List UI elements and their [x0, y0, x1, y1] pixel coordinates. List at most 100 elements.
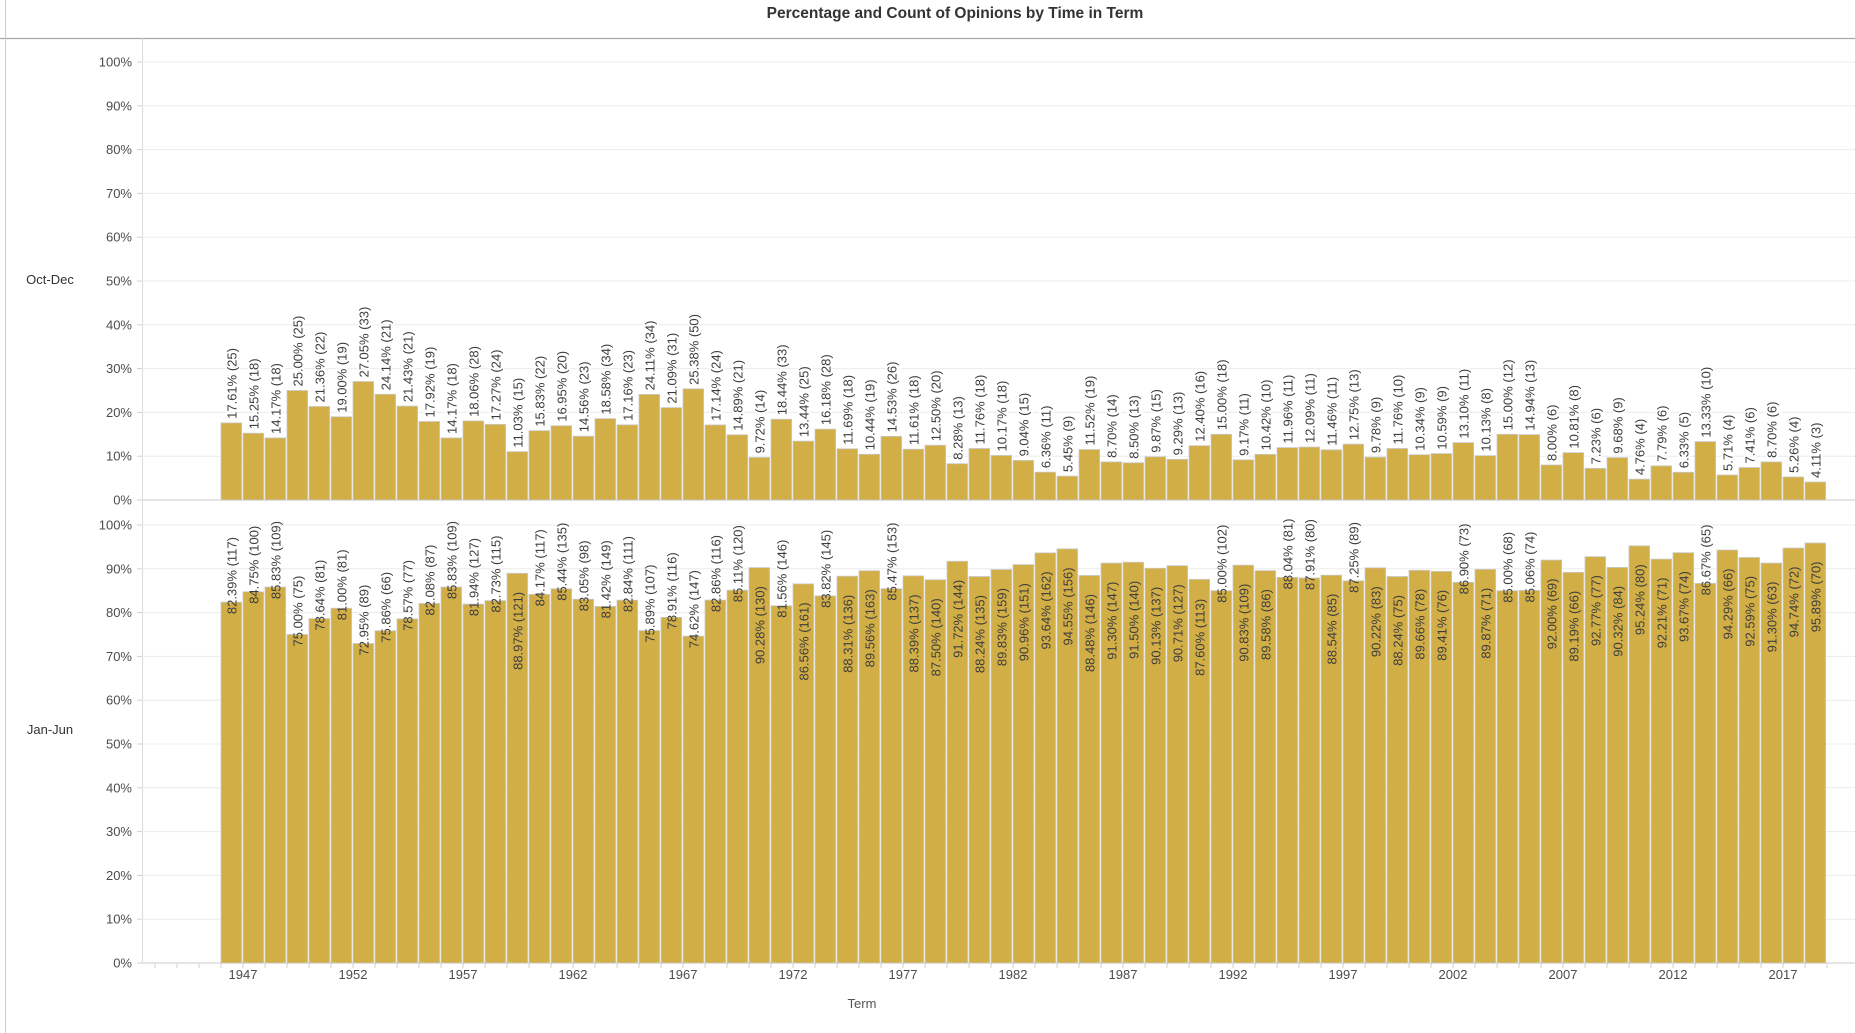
bar[interactable]: [1650, 465, 1673, 501]
bar[interactable]: [1078, 575, 1101, 964]
bar[interactable]: [682, 635, 705, 964]
bar[interactable]: [1276, 576, 1299, 964]
bar[interactable]: [1474, 568, 1497, 964]
bar[interactable]: [682, 388, 705, 501]
bar[interactable]: [946, 560, 969, 964]
bar[interactable]: [1232, 564, 1255, 964]
bar[interactable]: [418, 421, 441, 501]
bar[interactable]: [1254, 570, 1277, 964]
bar[interactable]: [770, 605, 793, 964]
bar[interactable]: [1430, 453, 1453, 501]
bar[interactable]: [1122, 462, 1145, 501]
bar[interactable]: [242, 432, 265, 501]
bar[interactable]: [1804, 481, 1827, 501]
bar[interactable]: [1606, 566, 1629, 964]
bar[interactable]: [726, 434, 749, 501]
bar[interactable]: [1100, 562, 1123, 964]
bar[interactable]: [528, 430, 551, 501]
bar[interactable]: [1408, 569, 1431, 964]
bar[interactable]: [1386, 576, 1409, 964]
bar[interactable]: [330, 607, 353, 964]
bar[interactable]: [374, 630, 397, 964]
bar[interactable]: [660, 616, 683, 964]
bar[interactable]: [1210, 590, 1233, 964]
bar[interactable]: [550, 425, 573, 501]
bar[interactable]: [1650, 558, 1673, 964]
bar[interactable]: [220, 422, 243, 501]
bar[interactable]: [440, 586, 463, 964]
bar[interactable]: [1254, 453, 1277, 501]
bar[interactable]: [1760, 461, 1783, 501]
bar[interactable]: [1012, 564, 1035, 964]
bar[interactable]: [1166, 458, 1189, 501]
bar[interactable]: [1540, 464, 1563, 501]
bar[interactable]: [1804, 542, 1827, 964]
bar[interactable]: [506, 451, 529, 501]
bar[interactable]: [1034, 552, 1057, 964]
bar[interactable]: [836, 448, 859, 501]
bar[interactable]: [396, 618, 419, 964]
bar[interactable]: [1122, 561, 1145, 964]
bar[interactable]: [814, 595, 837, 964]
bar[interactable]: [418, 603, 441, 964]
bar[interactable]: [1694, 582, 1717, 964]
bar[interactable]: [1408, 454, 1431, 501]
bar[interactable]: [1452, 442, 1475, 501]
bar[interactable]: [1782, 476, 1805, 501]
bar[interactable]: [242, 591, 265, 964]
bar[interactable]: [352, 381, 375, 501]
bar[interactable]: [1716, 474, 1739, 501]
bar[interactable]: [1188, 578, 1211, 964]
bar[interactable]: [660, 407, 683, 501]
bar[interactable]: [902, 575, 925, 964]
bar[interactable]: [440, 437, 463, 501]
bar[interactable]: [1738, 557, 1761, 964]
bar[interactable]: [1628, 545, 1651, 964]
bar[interactable]: [990, 569, 1013, 964]
bar[interactable]: [704, 599, 727, 964]
bar[interactable]: [1210, 433, 1233, 501]
bar[interactable]: [924, 444, 947, 501]
bar[interactable]: [836, 575, 859, 964]
bar[interactable]: [946, 463, 969, 501]
bar[interactable]: [880, 435, 903, 501]
bar[interactable]: [572, 435, 595, 501]
bar[interactable]: [550, 588, 573, 964]
bar[interactable]: [1606, 457, 1629, 501]
bar[interactable]: [616, 599, 639, 964]
bar[interactable]: [1056, 475, 1079, 501]
bar[interactable]: [1298, 446, 1321, 501]
bar[interactable]: [1056, 548, 1079, 964]
bar[interactable]: [968, 576, 991, 964]
bar[interactable]: [1364, 567, 1387, 964]
bar[interactable]: [1628, 478, 1651, 501]
bar[interactable]: [1716, 549, 1739, 964]
bar[interactable]: [1386, 448, 1409, 501]
bar[interactable]: [1738, 467, 1761, 501]
bar[interactable]: [484, 600, 507, 964]
bar[interactable]: [770, 418, 793, 501]
bar[interactable]: [858, 570, 881, 964]
bar[interactable]: [462, 603, 485, 964]
bar[interactable]: [726, 589, 749, 964]
bar[interactable]: [638, 630, 661, 964]
bar[interactable]: [1496, 590, 1519, 964]
bar[interactable]: [1584, 556, 1607, 964]
bar[interactable]: [1012, 460, 1035, 501]
bar[interactable]: [814, 428, 837, 501]
bar[interactable]: [594, 605, 617, 964]
bar[interactable]: [880, 588, 903, 964]
bar[interactable]: [1100, 461, 1123, 501]
bar[interactable]: [264, 586, 287, 964]
bar[interactable]: [572, 598, 595, 964]
bar[interactable]: [1078, 449, 1101, 501]
bar[interactable]: [968, 448, 991, 501]
bar[interactable]: [748, 567, 771, 964]
bar[interactable]: [484, 423, 507, 501]
bar[interactable]: [1452, 581, 1475, 964]
bar[interactable]: [1782, 547, 1805, 964]
bar[interactable]: [1562, 571, 1585, 964]
bar[interactable]: [1760, 562, 1783, 964]
bar[interactable]: [1672, 552, 1695, 964]
bar[interactable]: [792, 583, 815, 964]
